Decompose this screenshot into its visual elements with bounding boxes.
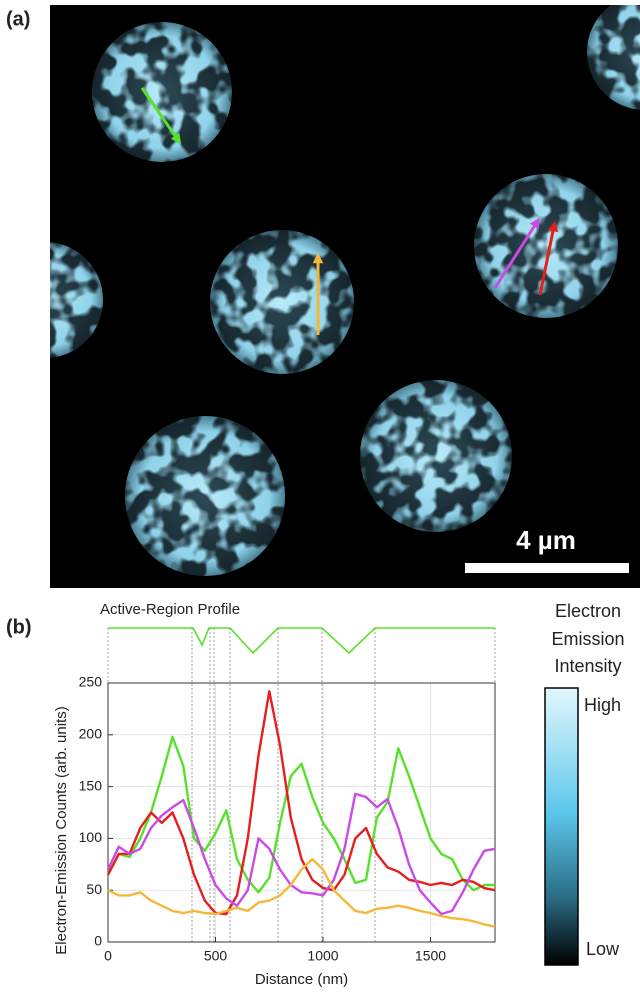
x-tick-label: 0 [104,948,112,964]
series-line [107,857,496,928]
colorbar-title: Intensity [554,656,621,676]
y-tick-label: 0 [94,933,102,949]
y-tick-label: 100 [79,829,103,845]
profile-title: Active-Region Profile [100,601,240,618]
y-axis-label: Electron-Emission Counts (arb. units) [53,706,70,954]
series-line [106,735,495,894]
region-guides [107,628,496,942]
micrograph [50,5,640,588]
profile-line [108,627,495,655]
panel-label: (b) [6,616,32,638]
colorbar-title: Emission [551,629,624,649]
x-tick-label: 500 [204,948,228,964]
panel-label: (a) [6,8,30,30]
y-tick-label: 50 [86,881,102,897]
plot-frame [107,682,496,943]
colorbar [544,687,579,966]
colorbar-low: Low [586,939,620,959]
scale-bar-label: 4 µm [516,525,576,555]
colorbar-title: Electron [555,601,621,621]
y-tick-label: 200 [79,726,103,742]
series-line [106,792,496,916]
x-axis-label: Distance (nm) [255,971,348,988]
plot: 0 50 100 150 200 250 0 500 1000 1500 Distance (nm)… [53,674,496,988]
colorbar-high: High [584,695,621,715]
x-tick-label: 1500 [415,948,446,964]
x-tick-label: 1000 [307,948,338,964]
y-tick-label: 250 [79,674,103,690]
series-line [106,690,496,916]
y-tick-label: 150 [79,777,103,793]
